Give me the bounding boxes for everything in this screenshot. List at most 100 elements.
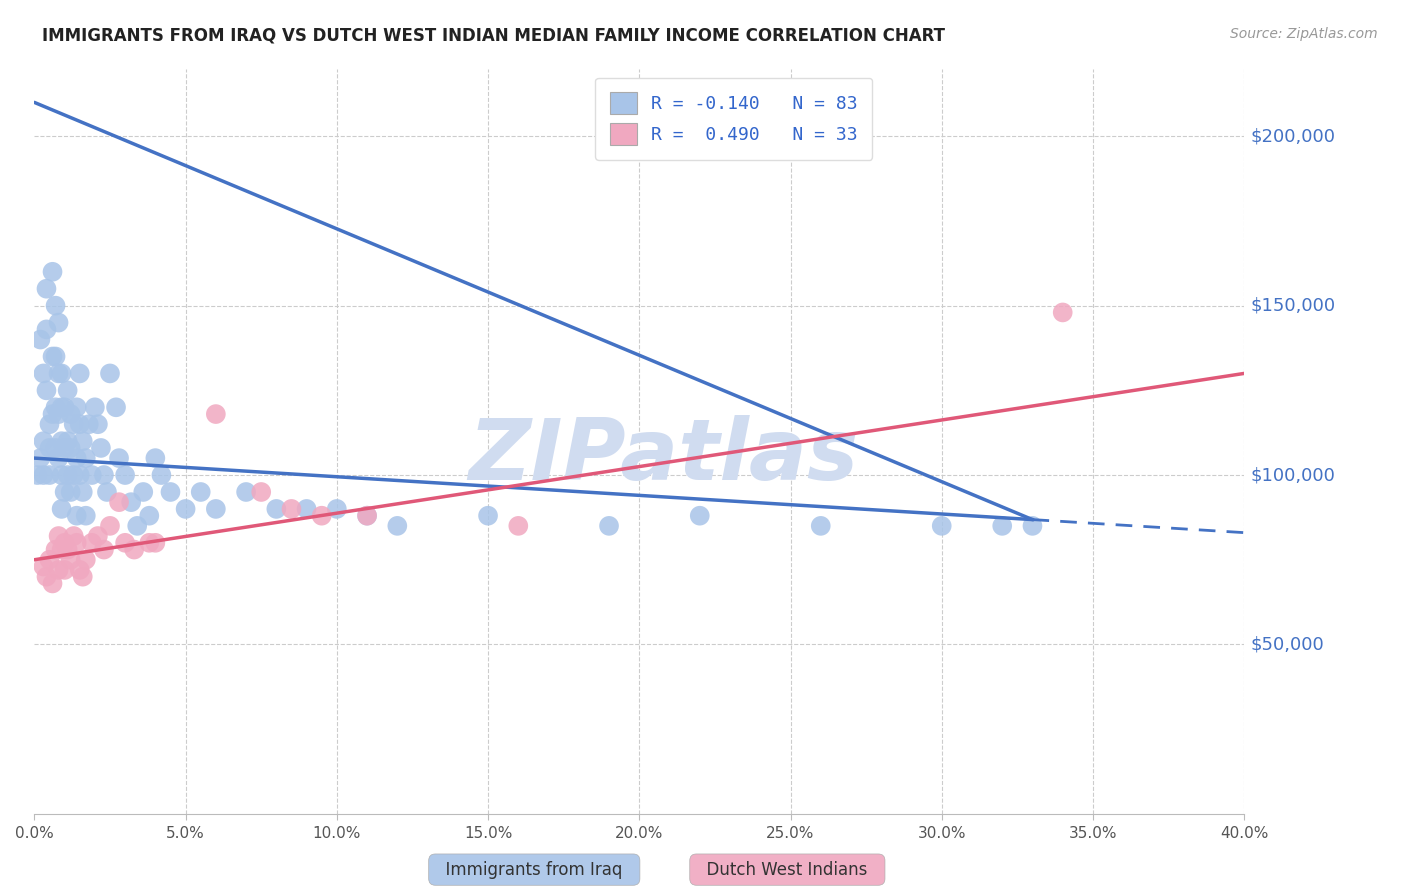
Point: [356, 508, 378, 523]
Point: [69, 417, 91, 432]
Point: [53, 485, 76, 500]
Text: IMMIGRANTS FROM IRAQ VS DUTCH WEST INDIAN MEDIAN FAMILY INCOME CORRELATION CHART: IMMIGRANTS FROM IRAQ VS DUTCH WEST INDIA…: [42, 27, 945, 45]
Point: [48, 367, 70, 381]
Point: [41, 576, 63, 591]
Point: [90, 441, 112, 455]
Point: [810, 519, 832, 533]
Point: [53, 536, 76, 550]
Point: [38, 417, 60, 432]
Point: [1021, 519, 1043, 533]
Point: [143, 536, 166, 550]
Text: Immigrants from Iraq: Immigrants from Iraq: [436, 861, 633, 879]
Point: [159, 485, 181, 500]
Point: [508, 519, 530, 533]
Point: [205, 502, 228, 516]
Point: [75, 553, 97, 567]
Point: [48, 407, 70, 421]
Point: [69, 563, 91, 577]
Point: [108, 451, 131, 466]
Legend: R = -0.140   N = 83, R =  0.490   N = 33: R = -0.140 N = 83, R = 0.490 N = 33: [595, 78, 872, 160]
Point: [45, 299, 67, 313]
Point: [56, 384, 79, 398]
Point: [51, 502, 73, 516]
Point: [295, 502, 318, 516]
Point: [598, 519, 620, 533]
Point: [311, 508, 333, 523]
Point: [51, 401, 73, 415]
Text: $50,000: $50,000: [1250, 635, 1324, 654]
Point: [51, 542, 73, 557]
Point: [53, 441, 76, 455]
Point: [326, 502, 349, 516]
Point: [72, 570, 94, 584]
Point: [190, 485, 212, 500]
Point: [53, 563, 76, 577]
Point: [51, 468, 73, 483]
Point: [56, 542, 79, 557]
Point: [120, 495, 142, 509]
Point: [45, 441, 67, 455]
Point: [38, 553, 60, 567]
Point: [266, 502, 288, 516]
Point: [83, 401, 105, 415]
Point: [59, 441, 82, 455]
Point: [931, 519, 953, 533]
Point: [96, 485, 118, 500]
Point: [108, 495, 131, 509]
Text: $150,000: $150,000: [1250, 297, 1336, 315]
Point: [41, 265, 63, 279]
Point: [75, 451, 97, 466]
Point: [991, 519, 1014, 533]
Point: [80, 468, 103, 483]
Point: [143, 451, 166, 466]
Point: [32, 468, 55, 483]
Point: [45, 401, 67, 415]
Point: [66, 536, 89, 550]
Point: [35, 570, 58, 584]
Point: [356, 508, 378, 523]
Point: [93, 542, 115, 557]
Point: [27, 468, 49, 483]
Point: [72, 434, 94, 449]
Point: [48, 563, 70, 577]
Point: [35, 384, 58, 398]
Point: [30, 333, 52, 347]
Text: ZIPatlas: ZIPatlas: [468, 415, 859, 498]
Point: [35, 322, 58, 336]
Point: [235, 485, 257, 500]
Point: [205, 407, 228, 421]
Point: [41, 407, 63, 421]
Point: [138, 508, 160, 523]
Point: [32, 559, 55, 574]
Point: [48, 451, 70, 466]
Text: Source: ZipAtlas.com: Source: ZipAtlas.com: [1230, 27, 1378, 41]
Point: [32, 367, 55, 381]
Point: [98, 367, 121, 381]
Point: [114, 468, 136, 483]
Point: [127, 519, 149, 533]
Point: [387, 519, 409, 533]
Point: [105, 401, 128, 415]
Point: [66, 508, 89, 523]
Point: [32, 434, 55, 449]
Point: [53, 401, 76, 415]
Point: [56, 434, 79, 449]
Point: [77, 417, 100, 432]
Point: [41, 350, 63, 364]
Point: [98, 519, 121, 533]
Point: [1052, 305, 1074, 319]
Point: [138, 536, 160, 550]
Point: [62, 468, 84, 483]
Text: $100,000: $100,000: [1250, 466, 1336, 484]
Point: [38, 441, 60, 455]
Point: [59, 407, 82, 421]
Point: [250, 485, 273, 500]
Point: [80, 536, 103, 550]
Point: [35, 282, 58, 296]
Point: [48, 529, 70, 543]
Point: [72, 485, 94, 500]
Point: [174, 502, 197, 516]
Point: [45, 350, 67, 364]
Point: [280, 502, 302, 516]
Point: [66, 451, 89, 466]
